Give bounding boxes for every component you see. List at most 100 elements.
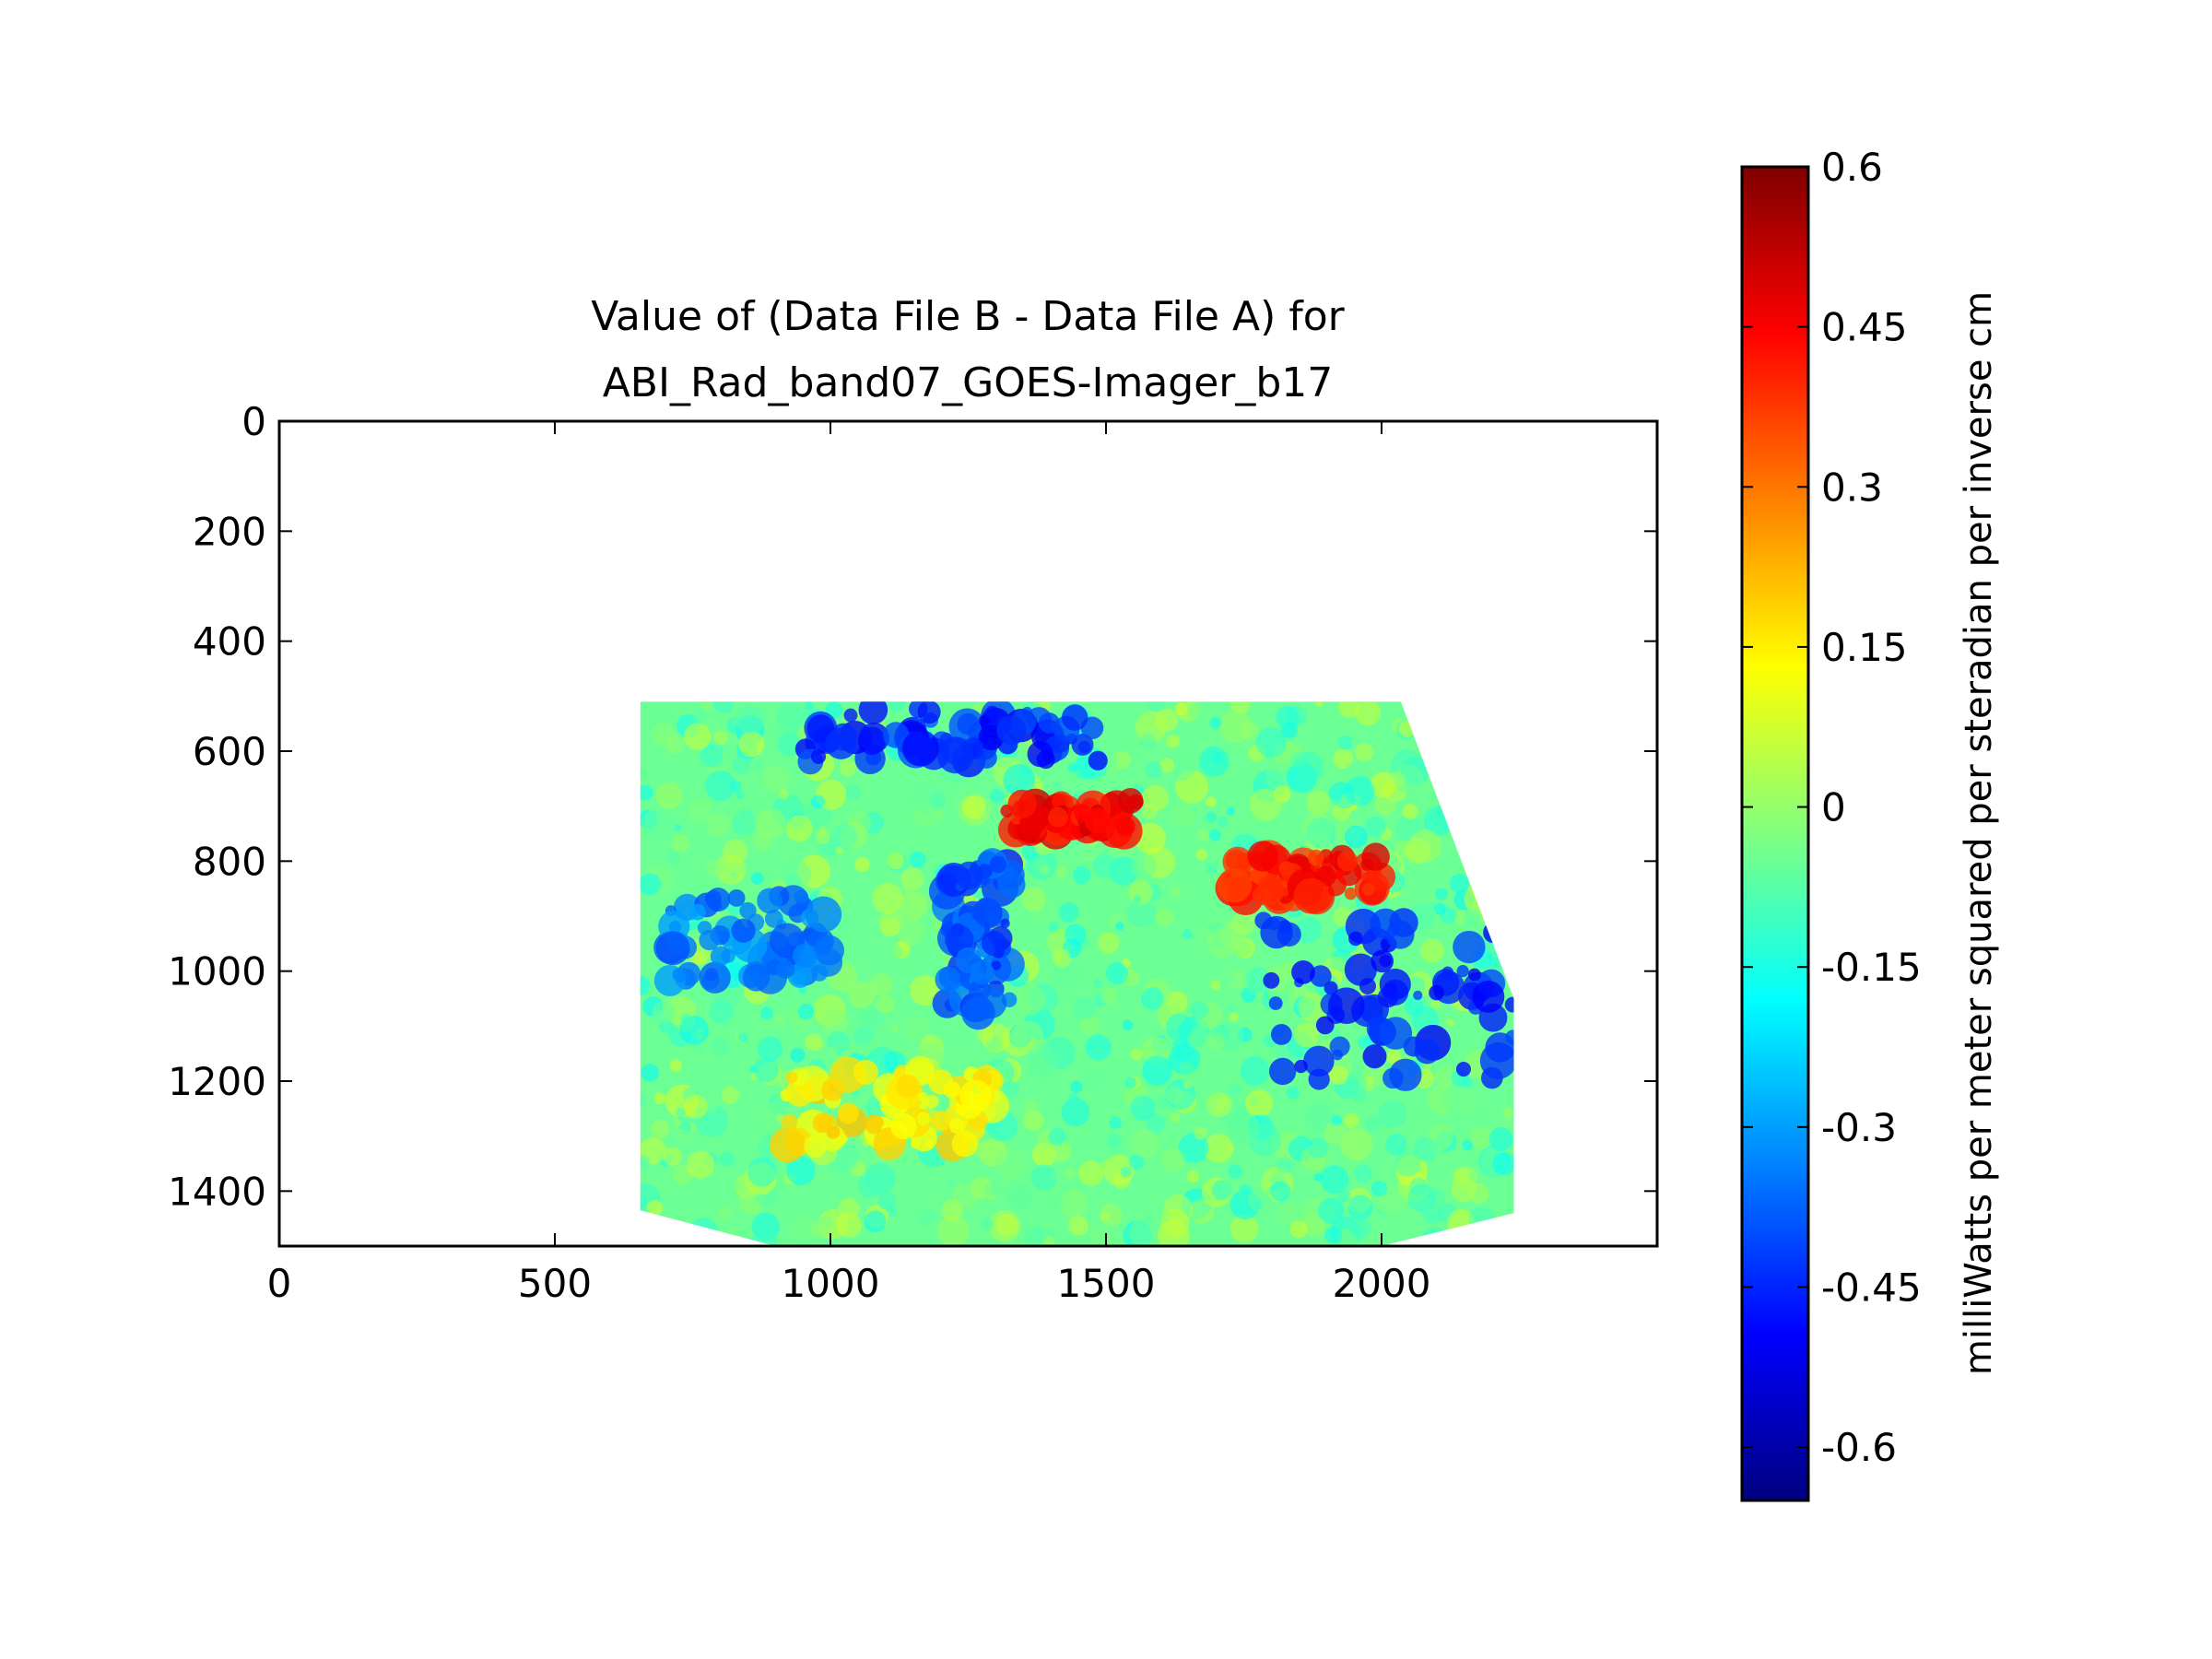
heatmap-texture-cell [1483,796,1514,828]
heatmap-texture-cell [723,839,748,865]
heatmap-feature-cell [1268,996,1283,1010]
heatmap-texture-cell [669,1059,683,1072]
heatmap-texture-cell [1079,1014,1100,1035]
heatmap-texture-cell [732,872,743,883]
heatmap-feature-cell [1084,807,1111,834]
heatmap-texture-cell [1466,703,1489,727]
heatmap-feature-cell [890,1112,917,1140]
heatmap-texture-cell [1406,976,1426,995]
heatmap-texture-cell [1104,950,1112,959]
heatmap-texture-cell [1059,1189,1088,1218]
heatmap-texture-cell [1488,922,1498,931]
heatmap-texture-cell [839,759,857,776]
heatmap-texture-cell [1049,1050,1058,1059]
heatmap-texture-cell [1179,1062,1194,1077]
heatmap-feature-cell [794,889,808,904]
heatmap-texture-cell [1394,1215,1414,1235]
heatmap-feature-cell [1467,968,1481,982]
heatmap-texture-cell [1217,817,1229,829]
heatmap-texture-cell [887,852,904,870]
heatmap-texture-cell [1160,1147,1185,1172]
heatmap-feature-cell [1493,910,1506,923]
heatmap-texture-cell [676,1107,687,1118]
heatmap-texture-cell [1419,727,1436,745]
heatmap-texture-cell [693,1041,704,1053]
heatmap-feature-cell [1361,883,1375,896]
plot-frame [277,419,1659,1248]
heatmap-texture-cell [838,1197,860,1219]
heatmap-feature-cell [1266,917,1280,931]
heatmap-texture-cell [1182,970,1207,995]
heatmap-feature-cell [825,727,857,759]
heatmap-texture-cell [1208,829,1221,841]
heatmap-texture-cell [1466,724,1482,740]
heatmap-texture-cell [1100,988,1118,1005]
heatmap-texture-cell [1253,1199,1264,1210]
heatmap-texture-cell [1304,1102,1335,1133]
heatmap-texture-cell [904,1016,929,1041]
heatmap-feature-cell [706,888,731,912]
heatmap-texture-cell [677,1128,688,1140]
heatmap-texture-cell [1091,853,1117,878]
heatmap-texture-cell [1398,720,1417,737]
heatmap-feature-cell [959,1079,992,1112]
heatmap-feature-cell [1456,965,1469,978]
heatmap-feature-cell [1479,1041,1514,1079]
heatmap-texture-cell [1358,1035,1371,1049]
colorbar-tick-label: -0.3 [1821,1105,1897,1150]
heatmap-texture-cell [754,760,763,771]
heatmap-texture-cell [1449,874,1469,893]
heatmap-feature-cell [928,1069,954,1095]
heatmap-feature-cell [924,1094,939,1109]
heatmap-feature-cell [1348,931,1363,947]
heatmap-texture-cell [1170,1112,1181,1123]
heatmap-feature-cell [1483,922,1505,944]
heatmap-texture-cell [1003,764,1036,796]
heatmap-feature-cell [805,896,842,933]
heatmap-texture-cell [1488,1126,1513,1152]
heatmap-texture-cell [1278,1200,1302,1225]
heatmap-texture-cell [1371,1181,1388,1197]
heatmap-texture-cell [1130,1128,1160,1159]
heatmap-texture-cell [797,1003,815,1020]
heatmap-feature-cell [1077,740,1091,754]
heatmap-texture-cell [1128,1154,1144,1171]
heatmap-texture-cell [1156,1097,1170,1110]
heatmap-texture-cell [1103,1154,1135,1186]
heatmap-feature-cell [812,1112,833,1134]
heatmap-texture-cell [929,792,947,809]
heatmap-feature-cell [1270,1024,1292,1045]
heatmap-texture-cell [1492,1152,1514,1176]
heatmap-texture-cell [698,1233,718,1246]
heatmap-texture-cell [1061,1098,1090,1127]
heatmap-feature-cell [1047,806,1068,828]
heatmap-texture-cell [1100,1204,1123,1227]
heatmap-texture-cell [652,723,677,747]
heatmap-texture-cell [1204,1134,1234,1164]
heatmap-texture-cell [1170,1003,1182,1016]
heatmap-texture-cell [1015,983,1046,1016]
heatmap-texture-cell [1078,1160,1104,1186]
heatmap-texture-cell [1413,1136,1439,1162]
heatmap-texture-cell [1477,773,1500,797]
heatmap-texture-cell [1442,706,1457,720]
heatmap-texture-cell [1474,858,1508,891]
heatmap-texture-cell [854,856,870,873]
heatmap-texture-cell [872,938,902,969]
heatmap-texture-cell [1488,874,1509,894]
heatmap-texture-cell [1107,1133,1123,1148]
heatmap-texture-cell [1426,723,1443,740]
heatmap-texture-cell [1165,1087,1183,1105]
heatmap-feature-cell [935,966,961,994]
heatmap-texture-cell [1430,999,1441,1010]
heatmap-texture-cell [759,1006,773,1020]
heatmap-texture-cell [655,782,683,809]
heatmap-texture-cell [1494,1207,1504,1218]
heatmap-texture-cell [1130,1095,1156,1121]
heatmap-feature-cell [984,705,1000,721]
chart-title-line-1: Value of (Data File B - Data File A) for [591,293,1345,340]
heatmap-texture-cell [1500,832,1512,844]
heatmap-texture-cell [1169,886,1182,898]
heatmap-texture-cell [1340,1128,1373,1161]
heatmap-feature-cell [969,979,991,1002]
